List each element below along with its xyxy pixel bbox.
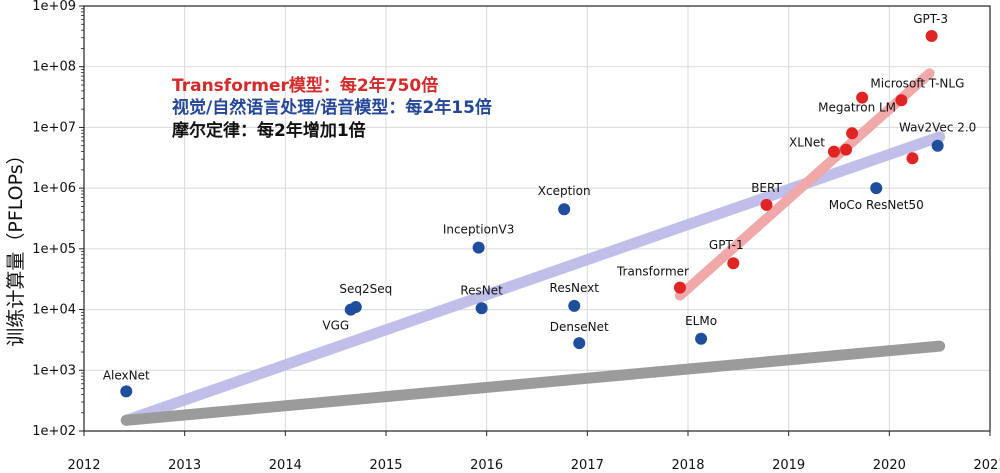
y-tick-label: 1e+07	[32, 120, 76, 135]
point-resnet	[475, 302, 488, 315]
point-label-elmo: ELMo	[685, 314, 717, 328]
point-transformer	[673, 281, 686, 294]
point-label-transformer: Transformer	[616, 265, 689, 279]
point-megatron-lm	[846, 127, 859, 140]
x-tick-label: 2015	[369, 458, 402, 473]
plot-frame	[83, 5, 991, 432]
legend-entry-moore: 摩尔定律：每2年增加1倍	[172, 120, 366, 141]
point-seq2seq	[349, 301, 362, 314]
x-tick-label: 2020	[873, 458, 906, 473]
point-label-alexnet: AlexNet	[103, 368, 150, 382]
legend: Transformer模型：每2年750倍 视觉/自然语言处理/语音模型：每2年…	[172, 75, 492, 141]
point-label-resnet: ResNet	[460, 283, 503, 297]
point-xception	[558, 203, 571, 216]
trend-line-transformer	[674, 68, 935, 301]
tick-layer: 2012 2013 2014 2015 2016 2017 2018 2019 2020 202 1…	[32, 0, 1000, 473]
point-unlabeled	[906, 152, 919, 165]
point-label-vgg: VGG	[322, 319, 349, 333]
x-tick-label: 2014	[269, 458, 302, 473]
point-label-wav2vec-2-0: Wav2Vec 2.0	[899, 121, 976, 135]
point-label-inceptionv3: InceptionV3	[443, 223, 515, 237]
point-xlnet	[827, 145, 840, 158]
point-unlabeled	[856, 91, 869, 104]
trend-layer	[120, 68, 946, 426]
x-tick-label: 2017	[571, 458, 604, 473]
point-inceptionv3	[472, 241, 485, 254]
label-layer: AlexNet VGG Seq2Seq InceptionV3 ResNet Xcepti…	[103, 12, 976, 382]
x-tick-label: 2013	[168, 458, 201, 473]
y-tick-label: 1e+08	[32, 60, 76, 75]
legend-entry-transformer: Transformer模型：每2年750倍	[172, 75, 438, 96]
point-moco-resnet50	[870, 182, 883, 195]
point-label-xlnet: XLNet	[789, 136, 825, 150]
point-label-megatron-lm: Megatron LM	[818, 100, 896, 114]
x-tick-label: 2018	[671, 458, 704, 473]
point-label-moco-resnet50: MoCo ResNet50	[829, 198, 924, 212]
point-unlabeled	[840, 143, 853, 156]
point-gpt-1	[727, 257, 740, 270]
point-label-gpt-3: GPT-3	[913, 12, 948, 26]
x-tick-label: 2012	[67, 458, 100, 473]
grid-layer	[83, 5, 991, 432]
point-label-resnext: ResNext	[550, 281, 600, 295]
point-label-xception: Xception	[538, 184, 591, 198]
y-axis-label: 训练计算量（PFLOPs）	[5, 145, 27, 346]
point-gpt-3	[925, 30, 938, 43]
point-wav2vec-2-0	[931, 139, 944, 152]
point-label-bert: BERT	[751, 181, 782, 195]
point-alexnet	[120, 385, 133, 398]
y-tick-label: 1e+02	[32, 424, 76, 439]
y-tick-label: 1e+06	[32, 181, 76, 196]
y-tick-label: 1e+05	[32, 242, 76, 257]
y-tick-label: 1e+04	[32, 303, 76, 318]
x-tick-label: 2016	[470, 458, 503, 473]
point-bert	[760, 198, 773, 211]
point-label-microsoft-t-nlg: Microsoft T-NLG	[870, 76, 964, 90]
point-layer	[120, 30, 944, 398]
point-resnext	[568, 299, 581, 312]
y-tick-label: 1e+09	[32, 0, 76, 14]
point-densenet	[573, 337, 586, 350]
y-tick-label: 1e+03	[32, 363, 76, 378]
point-label-gpt-1: GPT-1	[709, 238, 744, 252]
point-microsoft-t-nlg	[895, 94, 908, 107]
point-label-densenet: DenseNet	[550, 320, 609, 334]
point-elmo	[695, 332, 708, 345]
trend-line-moore	[120, 340, 946, 426]
legend-entry-vision-nlp-speech: 视觉/自然语言处理/语音模型：每2年15倍	[172, 97, 492, 118]
x-tick-label: 2019	[772, 458, 805, 473]
point-label-seq2seq: Seq2Seq	[339, 282, 392, 296]
